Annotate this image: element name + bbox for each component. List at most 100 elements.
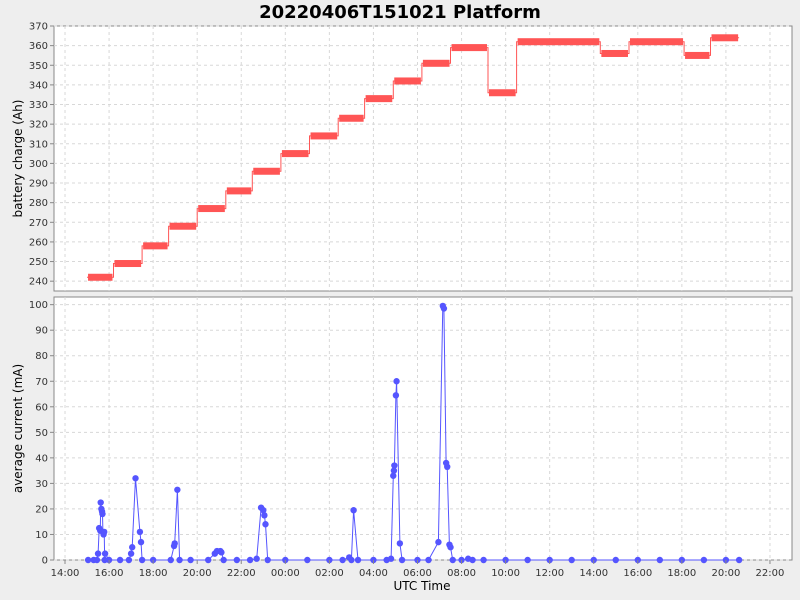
current-point xyxy=(354,556,362,564)
x-axis-label: UTC Time xyxy=(394,579,451,593)
battery-charge-bar xyxy=(253,167,280,175)
current-point xyxy=(94,550,102,557)
current-y-tick-label: 60 xyxy=(35,402,48,413)
battery-y-tick-label: 250 xyxy=(29,257,48,268)
battery-y-tick-label: 370 xyxy=(29,22,48,33)
current-point xyxy=(524,556,531,564)
battery-y-tick-label: 340 xyxy=(29,80,48,91)
current-point xyxy=(171,540,178,547)
battery-y-tick-label: 350 xyxy=(29,61,48,72)
current-point xyxy=(246,556,254,564)
current-grid xyxy=(54,297,792,561)
current-point xyxy=(97,499,104,506)
current-point xyxy=(93,556,101,564)
current-point xyxy=(350,507,357,514)
battery-y-tick-label: 320 xyxy=(29,120,48,131)
battery-charge-bar xyxy=(226,187,252,195)
x-tick-label: 08:00 xyxy=(447,568,476,579)
current-y-tick-label: 80 xyxy=(35,351,48,362)
battery-plot-area xyxy=(53,25,793,292)
current-point xyxy=(304,556,311,564)
battery-y-tick-label: 270 xyxy=(29,218,48,229)
current-y-tick-label: 0 xyxy=(42,556,48,567)
battery-charge-bar xyxy=(310,132,338,140)
current-y-tick-label: 10 xyxy=(35,530,48,541)
current-point xyxy=(396,540,404,547)
current-y-axis-label: average current (mA) xyxy=(11,364,25,493)
current-point xyxy=(348,556,355,564)
current-point xyxy=(447,544,454,551)
current-point xyxy=(387,555,395,562)
x-tick-label: 04:00 xyxy=(359,568,388,579)
current-point xyxy=(260,507,267,514)
current-point xyxy=(568,556,575,564)
battery-charge-bar xyxy=(394,77,421,85)
current-point xyxy=(469,556,476,564)
battery-y-tick-label: 330 xyxy=(29,100,48,111)
current-point xyxy=(84,556,92,564)
battery-charge-bar xyxy=(143,242,168,250)
current-point xyxy=(174,486,181,493)
battery-charge-bar xyxy=(365,95,393,103)
x-tick-label: 22:00 xyxy=(756,568,785,579)
current-point xyxy=(101,550,109,557)
current-y-tick-label: 20 xyxy=(35,504,48,515)
x-tick-label: 14:00 xyxy=(579,568,608,579)
current-point xyxy=(339,556,346,564)
battery-charge-bar xyxy=(629,38,684,46)
battery-y-tick-label: 280 xyxy=(29,198,48,209)
battery-y-tick-label: 290 xyxy=(29,179,48,190)
current-point xyxy=(129,544,136,551)
current-point xyxy=(233,556,241,564)
current-point xyxy=(167,556,174,564)
x-tick-label: 12:00 xyxy=(535,568,564,579)
current-y-tick-label: 40 xyxy=(35,453,48,464)
current-point xyxy=(99,510,106,518)
x-tick-label: 02:00 xyxy=(315,568,344,579)
current-point xyxy=(218,549,225,556)
battery-charge-bar xyxy=(711,34,739,42)
x-tick-label: 20:00 xyxy=(183,568,212,579)
x-tick-label: 14:00 xyxy=(51,568,80,579)
current-point xyxy=(390,467,398,474)
battery-charge-bar xyxy=(114,260,142,268)
battery-charge-bar xyxy=(198,205,225,213)
current-point xyxy=(205,556,212,564)
current-point xyxy=(187,556,194,564)
battery-charge-bar xyxy=(422,59,450,67)
current-point xyxy=(735,556,743,564)
current-point xyxy=(101,528,108,536)
x-tick-label: 18:00 xyxy=(667,568,696,579)
x-axis: 14:00 16:00 18:00 20:00 22:00 00:00 02:00 04:00… xyxy=(51,560,785,579)
battery-charge-bar xyxy=(601,49,628,57)
battery-charge-series xyxy=(87,34,740,281)
current-point xyxy=(253,555,260,562)
current-point xyxy=(656,556,664,564)
battery-charge-bar xyxy=(339,114,364,122)
current-point xyxy=(116,556,124,564)
current-point xyxy=(220,556,227,564)
current-y-tick-label: 90 xyxy=(35,326,48,337)
battery-y-tick-label: 240 xyxy=(29,277,48,288)
current-y-tick-label: 100 xyxy=(29,300,48,311)
current-point xyxy=(101,556,108,564)
current-point xyxy=(612,556,619,564)
battery-y-tick-label: 360 xyxy=(29,41,48,52)
current-point xyxy=(125,556,133,564)
current-point xyxy=(392,392,400,399)
current-point xyxy=(393,378,400,385)
x-tick-label: 18:00 xyxy=(139,568,168,579)
battery-y-tick-label: 300 xyxy=(29,159,48,170)
current-point xyxy=(700,556,708,564)
current-point xyxy=(264,556,271,564)
current-point xyxy=(132,475,139,482)
current-point xyxy=(261,512,268,519)
battery-grid xyxy=(54,25,792,291)
current-point xyxy=(444,463,451,471)
current-point xyxy=(440,305,448,312)
x-tick-label: 16:00 xyxy=(623,568,652,579)
battery-y-tick-label: 310 xyxy=(29,139,48,150)
battery-y-axis-label: battery charge (Ah) xyxy=(11,100,25,218)
battery-charge-bar xyxy=(281,150,309,158)
battery-y-tick-label: 260 xyxy=(29,237,48,248)
